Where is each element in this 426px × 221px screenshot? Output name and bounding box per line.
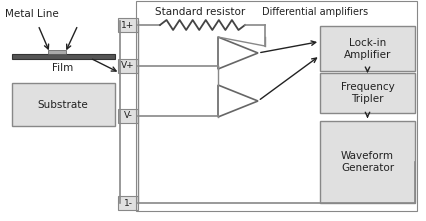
Text: V-: V- bbox=[124, 112, 132, 120]
Bar bbox=[12, 54, 115, 59]
Text: Tripler: Tripler bbox=[351, 94, 384, 104]
Text: Differential amplifiers: Differential amplifiers bbox=[262, 7, 368, 17]
Text: Waveform: Waveform bbox=[341, 151, 394, 161]
Text: Standard resistor: Standard resistor bbox=[155, 7, 245, 17]
Text: Film: Film bbox=[52, 63, 74, 73]
Text: 1-: 1- bbox=[124, 198, 132, 208]
Bar bbox=[320, 121, 415, 203]
Polygon shape bbox=[218, 37, 258, 69]
Bar bbox=[320, 26, 415, 71]
Bar bbox=[320, 73, 415, 113]
Text: Generator: Generator bbox=[341, 163, 394, 173]
Text: Metal Line: Metal Line bbox=[5, 9, 59, 19]
Text: V+: V+ bbox=[121, 61, 135, 70]
Polygon shape bbox=[218, 85, 258, 117]
Text: Lock-in: Lock-in bbox=[349, 38, 386, 48]
Bar bbox=[118, 18, 138, 32]
Bar bbox=[48, 50, 66, 54]
Bar bbox=[136, 1, 417, 211]
Text: Substrate: Substrate bbox=[37, 100, 88, 110]
Text: Amplifier: Amplifier bbox=[344, 50, 391, 59]
Bar bbox=[12, 83, 115, 126]
Bar bbox=[118, 196, 138, 210]
Bar bbox=[118, 109, 138, 123]
Text: 1+: 1+ bbox=[121, 21, 135, 29]
Bar bbox=[118, 59, 138, 73]
Text: Frequency: Frequency bbox=[341, 82, 394, 92]
